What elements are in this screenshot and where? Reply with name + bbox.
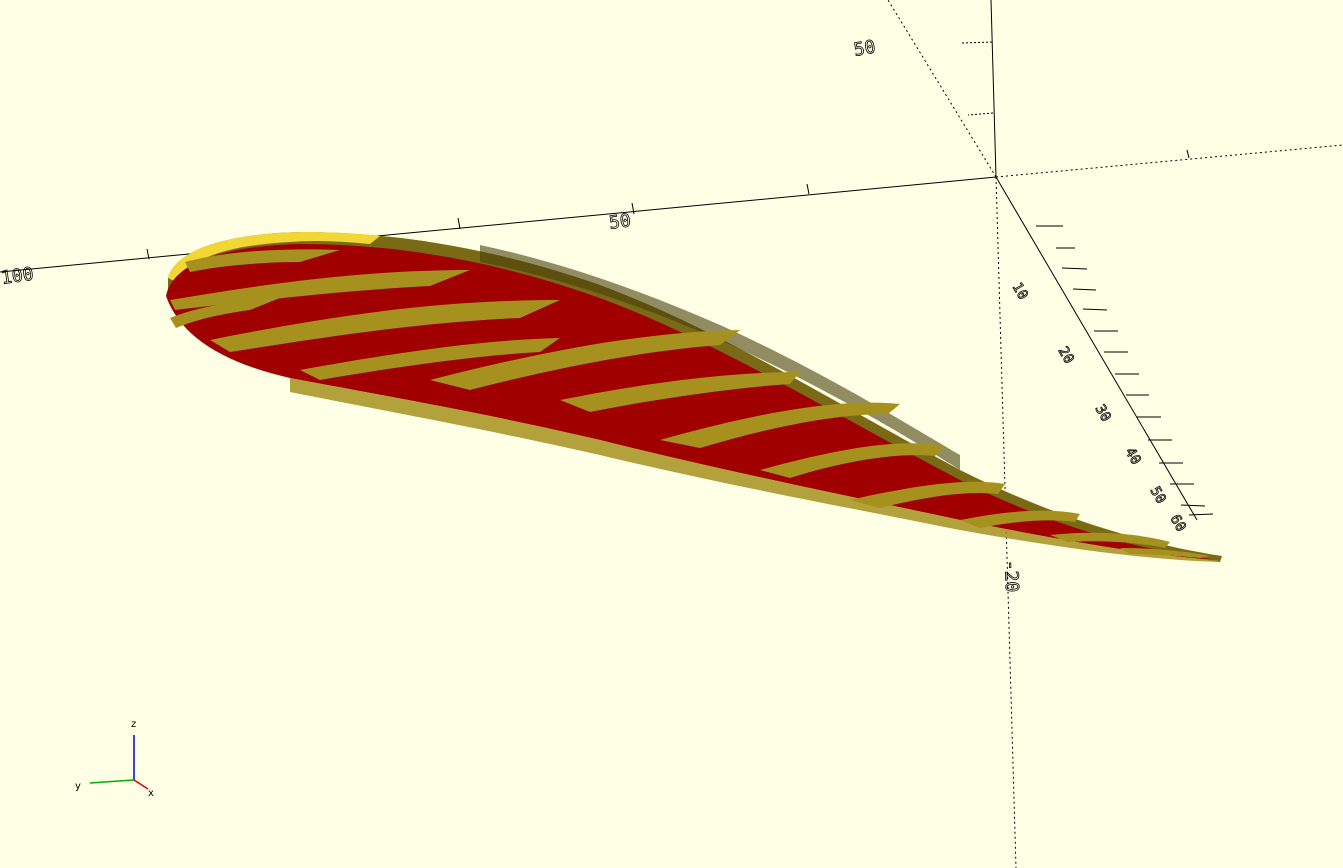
y-axis-ticks <box>1036 225 1214 516</box>
z-tick-label-50: 50 <box>852 36 877 60</box>
y-tick-label-60: 60 <box>1167 512 1189 535</box>
y-tick-label-10: 10 <box>1009 280 1031 303</box>
axis-gizmo: z y x <box>75 719 154 799</box>
axis-tick-labels: 100 50 50 -20 10 20 30 40 50 60 <box>0 36 1189 593</box>
gizmo-x-label: x <box>148 788 154 799</box>
airfoil-model[interactable] <box>166 232 1222 562</box>
x-axis-line <box>0 176 997 273</box>
gizmo-x-axis <box>133 779 149 790</box>
x-tick-label-100: 100 <box>0 264 35 289</box>
airfoil-rim-shadow <box>480 245 960 470</box>
x-tick-label-50: 50 <box>608 210 632 234</box>
x-axis-ticks <box>146 149 1190 260</box>
airfoil-rim-highlight <box>168 232 380 282</box>
z-axis-ticks <box>961 41 994 116</box>
z-tick-label-neg-20: -20 <box>1000 559 1022 592</box>
gizmo-y-axis <box>89 779 135 784</box>
z-axis-line <box>990 0 997 178</box>
gizmo-y-label: y <box>75 781 81 792</box>
y-axis-negative-line <box>887 0 997 178</box>
y-tick-label-20: 20 <box>1055 344 1077 367</box>
y-tick-label-30: 30 <box>1092 402 1114 425</box>
y-tick-label-40: 40 <box>1122 445 1144 468</box>
gizmo-z-label: z <box>131 719 136 730</box>
y-axis-line <box>995 176 1198 521</box>
y-tick-label-50: 50 <box>1147 484 1169 507</box>
airfoil-face-stripes <box>170 249 1210 558</box>
airfoil-lower-edge <box>290 378 1218 562</box>
x-axis-negative-line <box>995 144 1343 178</box>
